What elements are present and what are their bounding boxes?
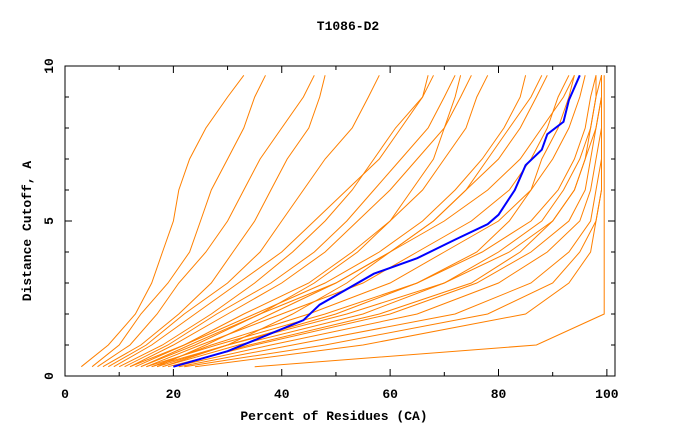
plot-frame [64, 65, 616, 377]
model-curve-4 [102, 75, 326, 368]
x-tick-label: 100 [595, 387, 619, 402]
x-tick-labels: 0 20 40 60 80 100 [61, 387, 619, 402]
model-curve-6 [118, 75, 434, 368]
x-tick-label: 60 [382, 387, 398, 402]
chart-title: T1086-D2 [317, 19, 380, 34]
highlight-curve [173, 74, 581, 368]
y-axis-label: Distance Cutoff, A [20, 161, 35, 302]
y-tick-label: 0 [42, 372, 57, 380]
y-tick-labels: 0 5 10 [42, 58, 57, 380]
x-axis-label: Percent of Residues (CA) [240, 409, 427, 424]
model-curve-5 [108, 75, 380, 368]
model-curve-18 [194, 75, 602, 368]
y-tick-label: 10 [42, 58, 57, 74]
model-curve-3 [97, 75, 315, 368]
axis-ticks [64, 65, 615, 377]
model-curve-1 [80, 75, 245, 368]
model-curve-15 [173, 75, 602, 368]
y-tick-label: 5 [42, 217, 57, 225]
model-curve-7 [129, 75, 472, 368]
model-curve-25 [151, 75, 597, 368]
series-lines [80, 74, 605, 368]
model-curve-26 [173, 75, 602, 368]
x-tick-label: 0 [61, 387, 69, 402]
model-curve-27 [156, 75, 575, 368]
model-curve-12 [156, 75, 597, 368]
model-curve-22 [124, 75, 456, 368]
model-curve-28 [140, 75, 462, 368]
model-curve-24 [146, 75, 575, 368]
x-tick-label: 80 [491, 387, 507, 402]
model-curve-2 [91, 75, 266, 368]
model-curve-23 [129, 75, 527, 368]
model-curve-19 [254, 75, 605, 368]
model-curve-21 [113, 75, 429, 368]
model-curve-11 [151, 75, 586, 368]
x-tick-label: 40 [274, 387, 290, 402]
model-curve-20 [162, 75, 543, 368]
model-curve-10 [146, 75, 570, 368]
x-tick-label: 20 [166, 387, 182, 402]
model-curve-13 [162, 75, 602, 368]
